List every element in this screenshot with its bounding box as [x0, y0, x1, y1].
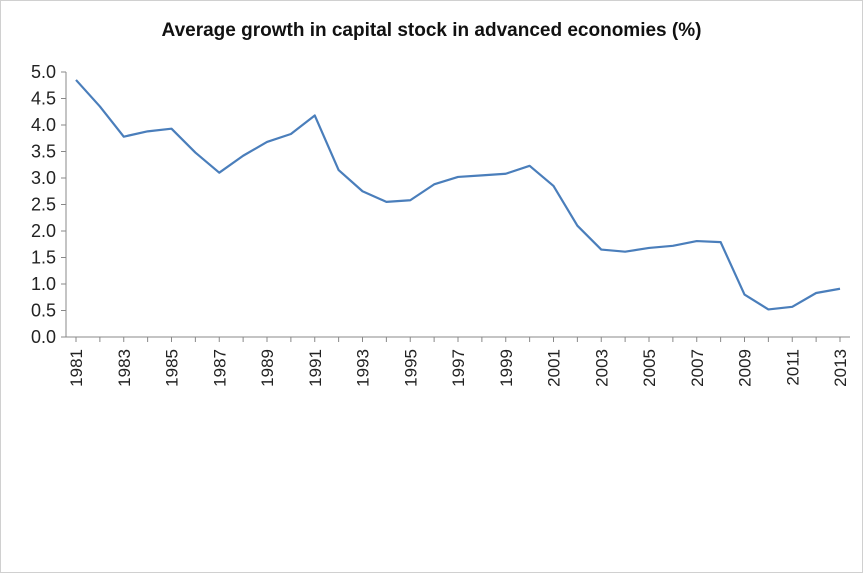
x-tick-label: 2009 — [736, 349, 755, 387]
x-tick-label: 1987 — [210, 349, 229, 387]
x-tick-label: 2001 — [545, 349, 564, 387]
series-line — [75, 79, 841, 311]
y-tick-label: 1.0 — [31, 274, 56, 294]
x-tick-label: 1993 — [354, 349, 373, 387]
x-tick-label: 1981 — [67, 349, 86, 387]
chart-title: Average growth in capital stock in advan… — [161, 20, 702, 41]
x-tick-label: 2013 — [831, 349, 850, 387]
y-tick-label: 3.0 — [31, 168, 56, 188]
x-tick-label: 1997 — [449, 349, 468, 387]
y-tick-label: 4.5 — [31, 89, 56, 109]
x-tick-label: 1991 — [306, 349, 325, 387]
y-tick-label: 3.5 — [31, 142, 56, 162]
y-tick-label: 0.5 — [31, 301, 56, 321]
y-tick-label: 0.0 — [31, 327, 56, 347]
x-tick-label: 1985 — [163, 349, 182, 387]
y-tick-label: 5.0 — [31, 62, 56, 82]
series-group — [75, 79, 841, 311]
x-tick-label: 1999 — [497, 349, 516, 387]
y-tick-labels: 0.0 0.5 1.0 1.5 2.0 2.5 3.0 3.5 4.0 4.5 5.0 — [31, 62, 66, 347]
y-tick-label: 2.5 — [31, 195, 56, 215]
x-tick-label: 1983 — [115, 349, 134, 387]
x-tick-label: 1989 — [258, 349, 277, 387]
x-tick-label: 2011 — [783, 349, 802, 386]
y-tick-label: 2.0 — [31, 221, 56, 241]
x-tick-label: 1995 — [401, 349, 420, 387]
y-tick-label: 4.0 — [31, 115, 56, 135]
x-tick-label: 2007 — [688, 349, 707, 387]
axes-group — [65, 72, 850, 338]
x-tick-labels: 1981 1983 1985 1987 1989 1991 1993 1995 1997 1999… — [67, 337, 850, 387]
x-tick-label: 2003 — [592, 349, 611, 387]
y-tick-label: 1.5 — [31, 248, 56, 268]
x-tick-label: 2005 — [640, 349, 659, 387]
